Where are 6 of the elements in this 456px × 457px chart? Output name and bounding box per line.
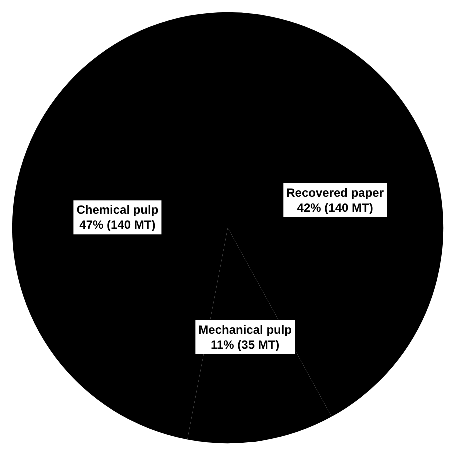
data-label: 42% (140 MT) <box>297 200 374 215</box>
slice-label: Mechanical pulp <box>198 322 292 337</box>
data-label: 47% (140 MT) <box>80 218 156 232</box>
data-label: 11% (35 MT) <box>210 338 280 352</box>
slice-label: Chemical pulp <box>76 203 159 218</box>
slice-label: Recovered paper <box>286 186 384 200</box>
